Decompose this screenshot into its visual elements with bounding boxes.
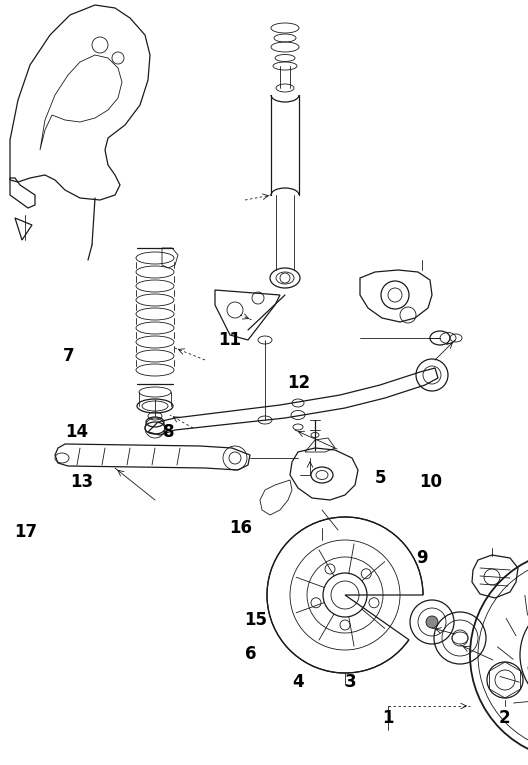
Text: 13: 13	[70, 473, 93, 491]
Text: 4: 4	[293, 673, 304, 692]
Text: 5: 5	[374, 469, 386, 487]
Text: 16: 16	[229, 519, 252, 537]
Circle shape	[426, 616, 438, 628]
Text: 11: 11	[218, 331, 241, 350]
Text: 3: 3	[345, 673, 357, 692]
Text: 1: 1	[382, 708, 394, 727]
Text: 9: 9	[417, 549, 428, 568]
Text: 15: 15	[244, 610, 268, 629]
Text: 14: 14	[65, 423, 88, 441]
Text: 10: 10	[419, 473, 442, 491]
Text: 12: 12	[287, 373, 310, 392]
Text: 8: 8	[163, 423, 175, 441]
Text: 17: 17	[14, 522, 37, 541]
Text: 2: 2	[498, 708, 510, 727]
Text: 6: 6	[245, 645, 257, 663]
Text: 7: 7	[63, 347, 74, 365]
